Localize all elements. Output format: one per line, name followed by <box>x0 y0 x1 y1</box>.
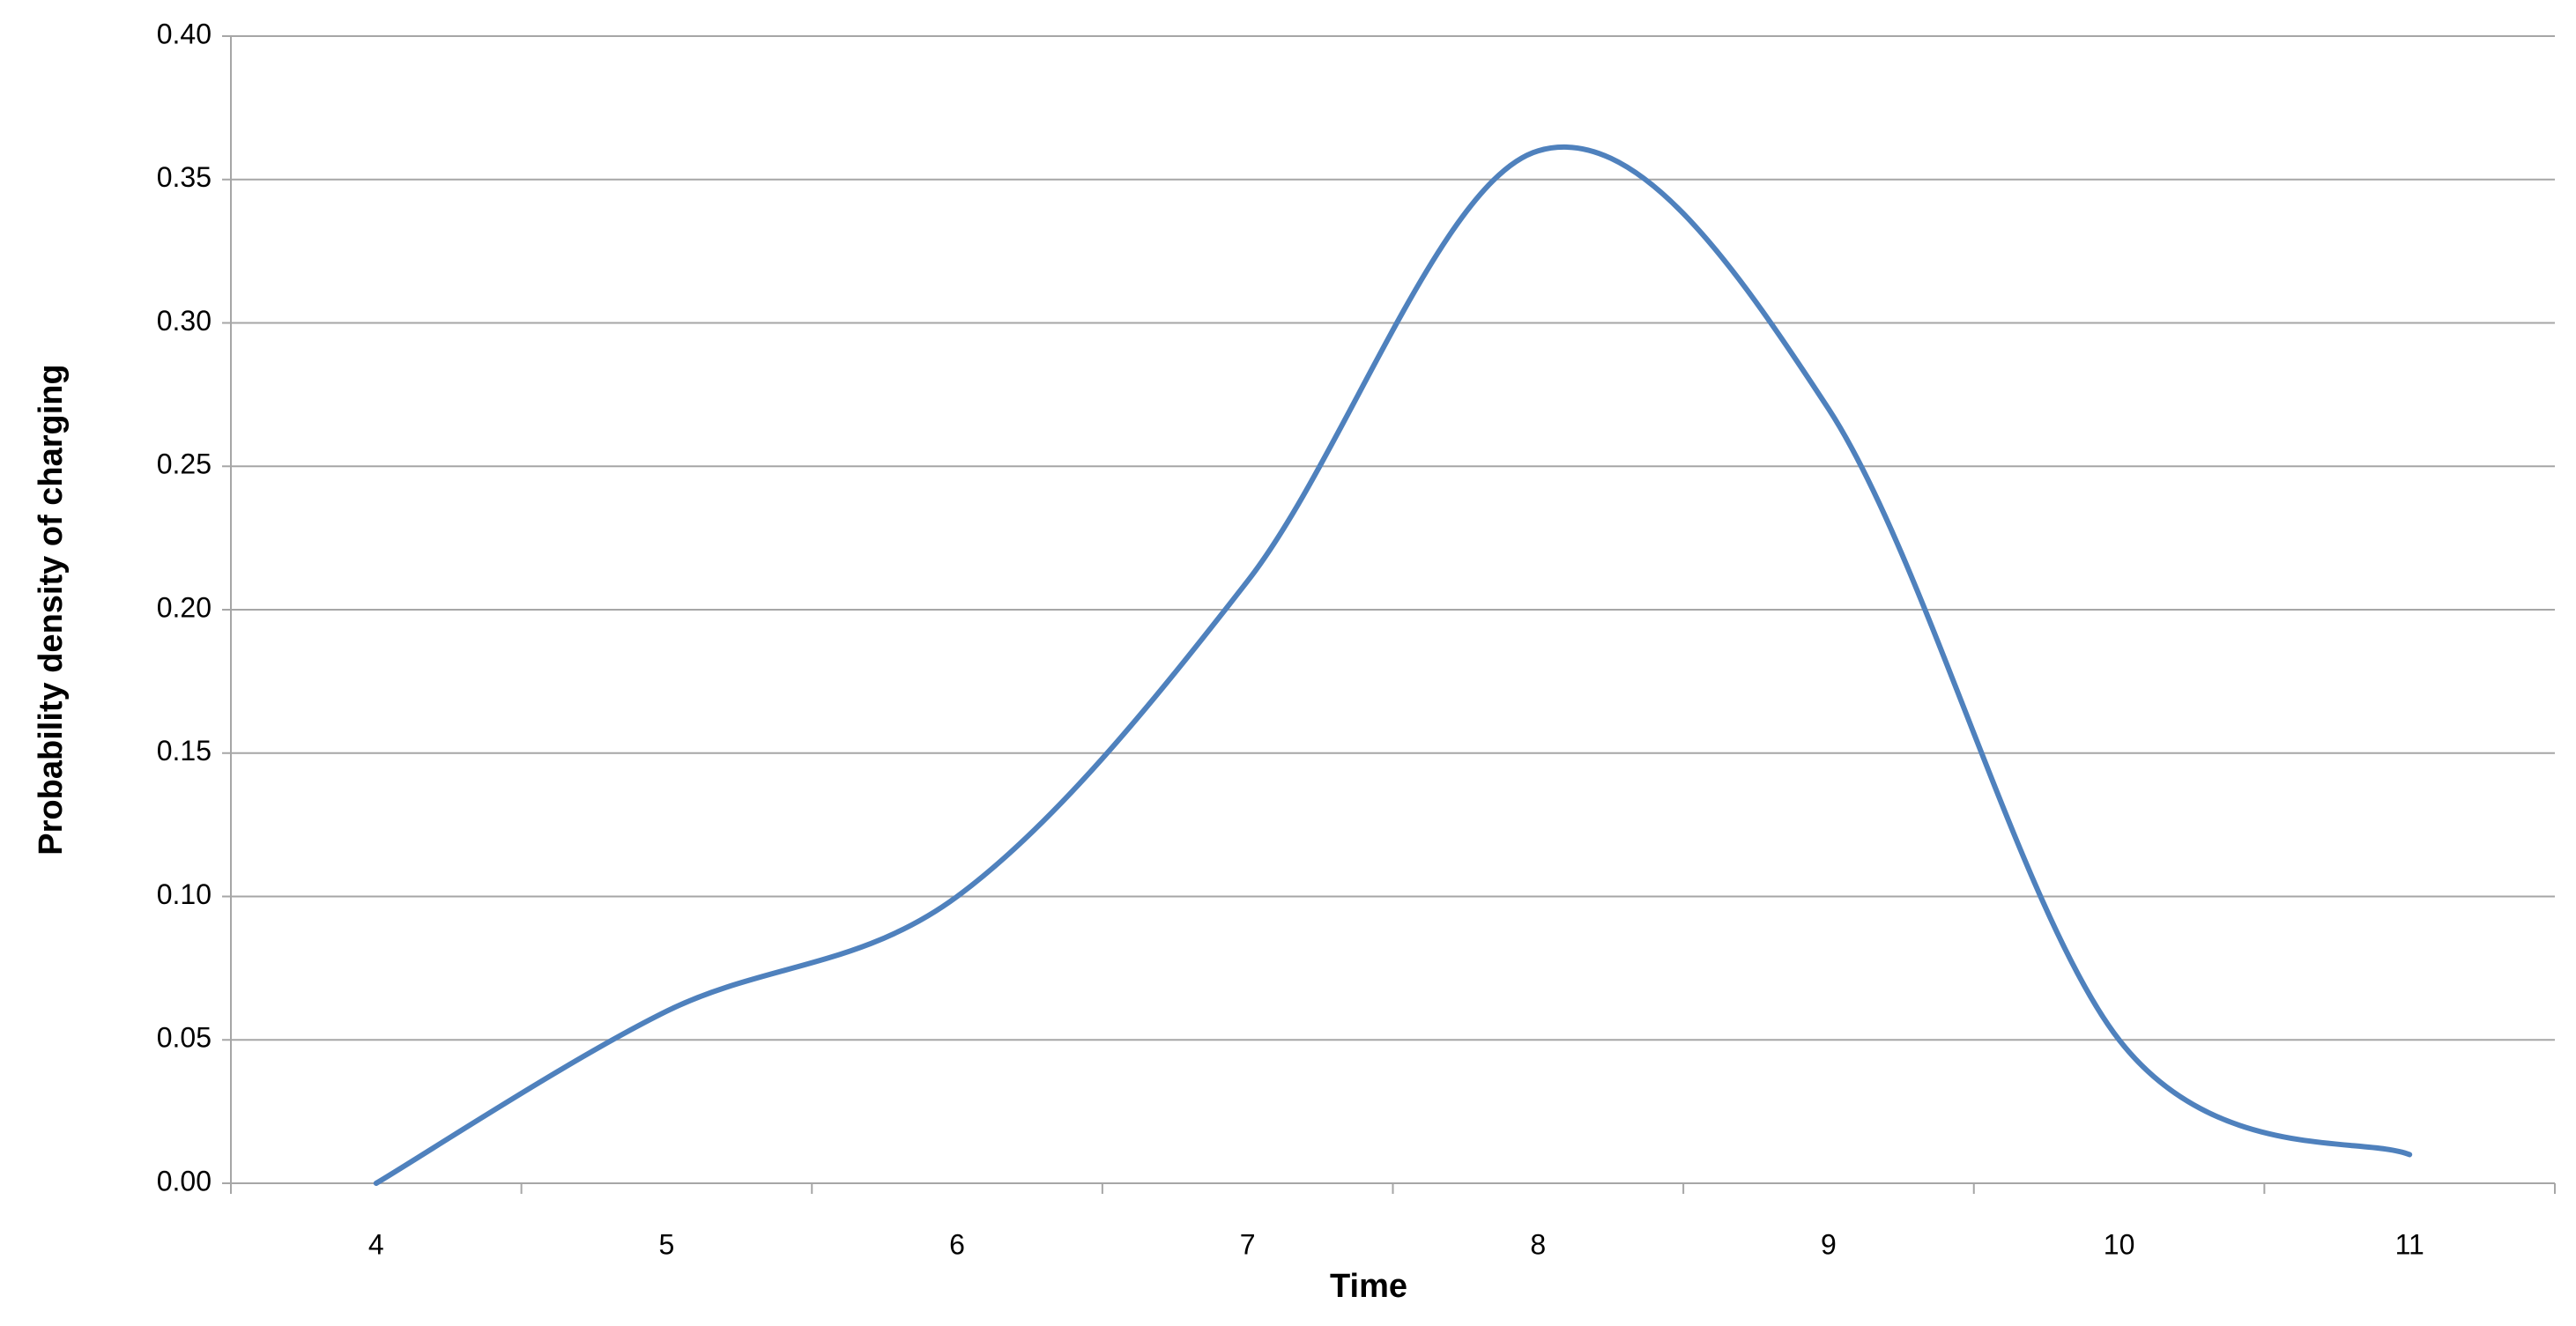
y-tick-label: 0.15 <box>157 735 212 767</box>
y-tick-label: 0.10 <box>157 878 212 910</box>
y-tick-label: 0.30 <box>157 305 212 337</box>
x-tick-label: 11 <box>2395 1228 2424 1260</box>
y-tick-label: 0.20 <box>157 591 212 623</box>
x-tick-label: 7 <box>1240 1228 1256 1260</box>
x-tick-label: 4 <box>368 1228 384 1260</box>
y-tick-label: 0.40 <box>157 18 212 49</box>
x-tick-label: 5 <box>659 1228 675 1260</box>
y-axis-title: Probability density of charging <box>33 364 70 855</box>
x-tick-label: 6 <box>949 1228 965 1260</box>
y-tick-label: 0.25 <box>157 448 212 480</box>
y-tick-label: 0.05 <box>157 1022 212 1054</box>
x-tick-label: 9 <box>1821 1228 1837 1260</box>
x-tick-label: 8 <box>1530 1228 1546 1260</box>
data-line <box>373 144 2413 1186</box>
y-tick-label: 0.00 <box>157 1165 212 1196</box>
x-axis-title: Time <box>1330 1268 1407 1305</box>
x-tick-label: 10 <box>2104 1228 2135 1260</box>
y-tick-label: 0.35 <box>157 161 212 193</box>
